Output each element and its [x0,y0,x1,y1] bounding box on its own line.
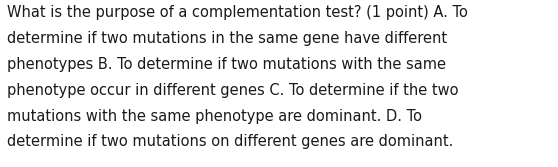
Text: phenotype occur in different genes C. To determine if the two: phenotype occur in different genes C. To… [7,83,458,98]
Text: determine if two mutations on different genes are dominant.: determine if two mutations on different … [7,134,453,149]
Text: determine if two mutations in the same gene have different: determine if two mutations in the same g… [7,31,447,46]
Text: phenotypes B. To determine if two mutations with the same: phenotypes B. To determine if two mutati… [7,57,446,72]
Text: mutations with the same phenotype are dominant. D. To: mutations with the same phenotype are do… [7,109,422,124]
Text: What is the purpose of a complementation test? (1 point) A. To: What is the purpose of a complementation… [7,5,468,20]
